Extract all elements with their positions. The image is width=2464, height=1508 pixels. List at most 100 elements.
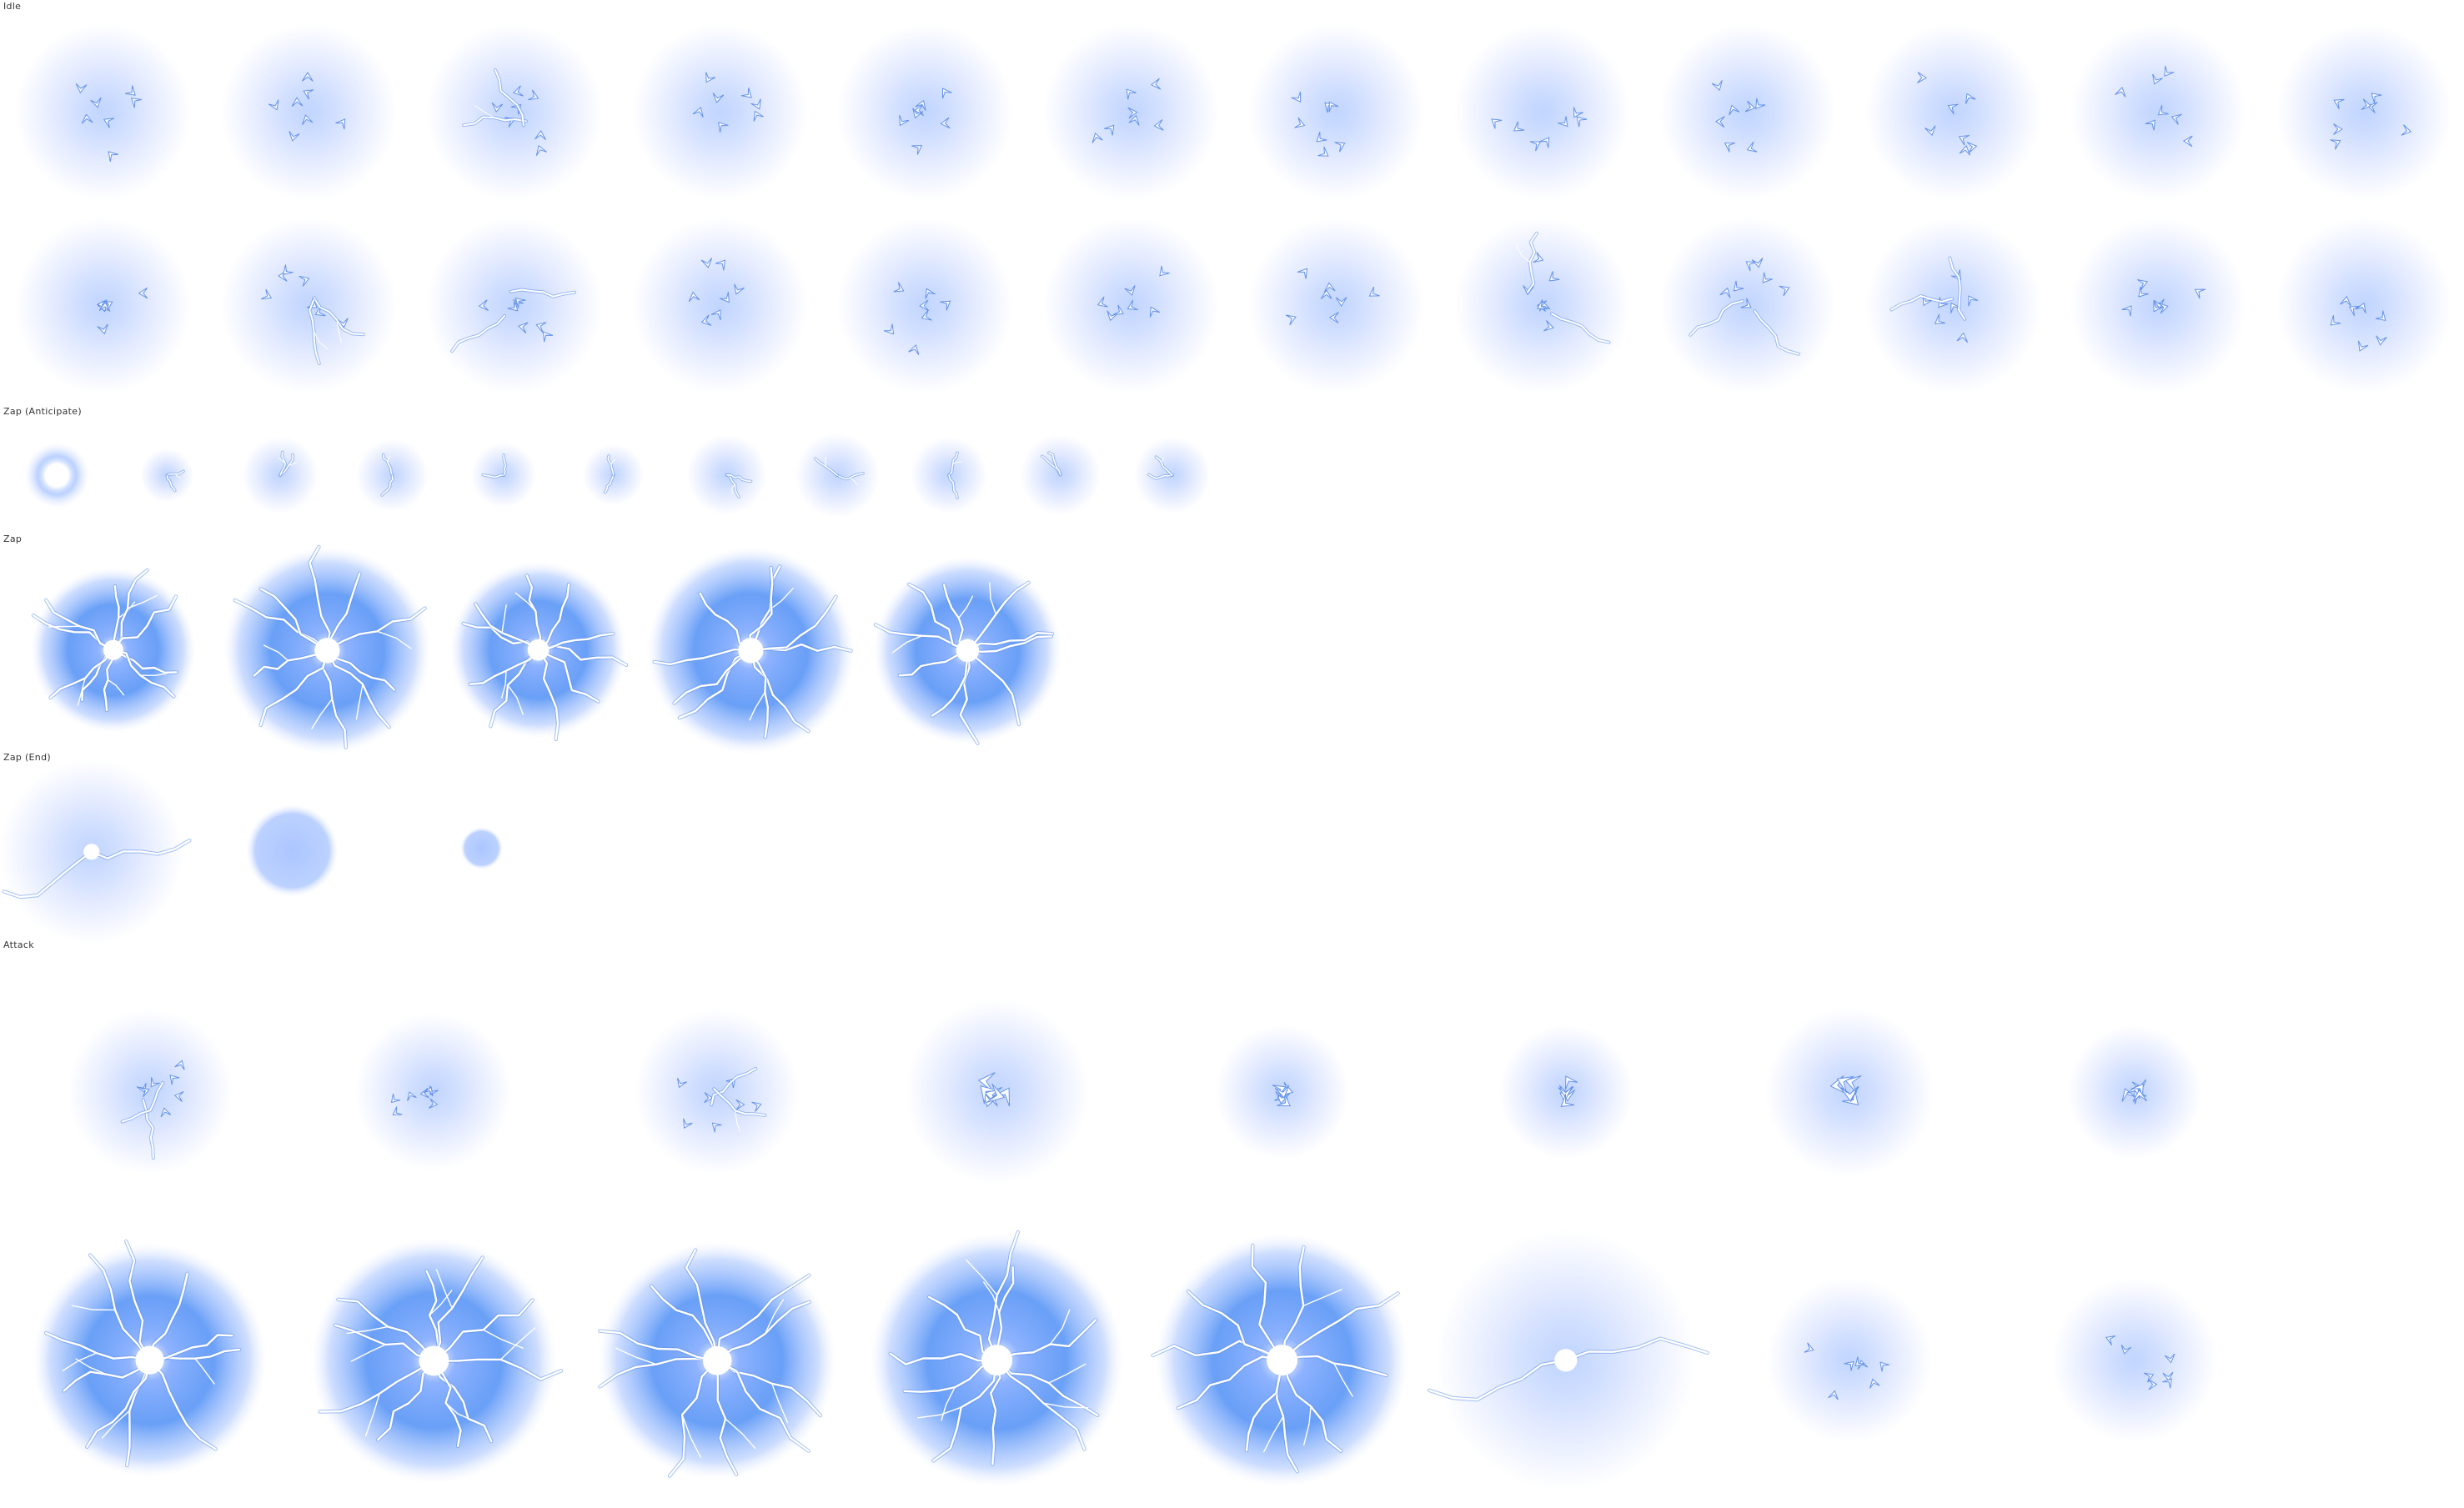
lightning-orb-icon [583,444,645,506]
lightning-orb-icon [1864,218,2042,394]
idle-frame-14 [209,206,409,405]
lightning-orb-icon [460,827,504,870]
idle-frame-22 [1854,206,2053,405]
lightning-orb-icon [242,437,319,514]
lightning-orb-icon [470,442,537,509]
attack-frame-10 [295,1222,573,1500]
label-attack: Attack [3,939,34,950]
lightning-orb-icon [68,1010,233,1175]
lightning-orb-icon [631,24,809,201]
attack-frame-6 [1490,1016,1642,1168]
idle-frame-1 [3,13,203,212]
idle-frame-11 [2059,13,2258,212]
lightning-orb-icon [635,1010,800,1175]
lightning-orb-icon [2276,24,2453,201]
zap-anticipate-frame-2 [137,445,198,506]
attack-frame-14 [1418,1213,1714,1508]
idle-frame-21 [1648,206,1847,405]
zap-end-frame-1 [0,748,196,956]
zap-anticipate-frame-10 [1015,429,1106,520]
attack-frame-3 [624,999,810,1185]
lightning-orb-icon [795,433,880,518]
lightning-orb-icon [450,562,629,742]
idle-frame-7 [1237,13,1436,212]
idle-frame-9 [1648,13,1847,212]
zap-end-frame-3 [458,824,505,872]
attack-frame-16 [2041,1267,2228,1454]
lightning-orb-icon [426,24,603,201]
zap-frame-5 [861,544,1074,757]
idle-frame-8 [1443,13,1642,212]
lightning-orb-icon [1498,1025,1633,1160]
lightning-orb-icon [871,1230,1124,1487]
lightning-orb-icon [1659,24,1836,201]
lightning-orb-icon [1659,218,1836,394]
lightning-orb-icon [686,434,768,516]
lightning-orb-icon [1042,218,1220,394]
attack-frame-8 [2059,1016,2211,1168]
idle-frame-13 [3,206,203,405]
lightning-orb-icon [911,437,987,514]
idle-frame-17 [826,206,1025,405]
lightning-orb-icon [1248,24,1425,201]
lightning-orb-icon [1248,218,1425,394]
lightning-orb-icon [873,556,1061,745]
lightning-orb-icon [1453,24,1631,201]
zap-anticipate-frame-3 [237,432,324,519]
attack-frame-4 [893,988,1102,1196]
label-idle: Idle [3,1,22,12]
lightning-orb-icon [1134,437,1211,514]
attack-frame-12 [854,1217,1140,1503]
lightning-orb-icon [597,1241,836,1480]
attack-frame-7 [1754,997,1945,1188]
lightning-orb-icon [1767,1278,1932,1443]
lightning-orb-icon [15,218,192,394]
lightning-orb-icon [2276,218,2453,394]
attack-frame-9 [18,1228,282,1492]
idle-frame-6 [1031,13,1231,212]
idle-frame-2 [209,13,409,212]
lightning-orb-icon [1215,1025,1350,1160]
zap-anticipate-frame-9 [906,432,992,519]
lightning-orb-icon [1042,24,1220,201]
lightning-orb-icon [2070,218,2247,394]
zap-anticipate-frame-8 [790,428,885,523]
lightning-orb-icon [245,804,339,897]
idle-frame-5 [826,13,1025,212]
lightning-orb-icon [223,544,431,754]
lightning-orb-icon [33,1240,268,1478]
lightning-orb-icon [15,24,192,201]
lightning-orb-icon [354,1013,513,1171]
zap-frame-1 [20,557,207,744]
idle-frame-18 [1031,206,1231,405]
idle-frame-23 [2059,206,2258,405]
idle-frame-15 [414,206,614,405]
attack-frame-1 [57,999,243,1185]
lightning-orb-icon [355,438,429,512]
lightning-orb-icon [2070,24,2247,201]
zap-end-frame-2 [240,799,344,903]
lightning-orb-icon [0,759,192,944]
attack-frame-15 [1756,1267,1943,1454]
lightning-orb-icon [2052,1278,2217,1443]
lightning-orb-icon [837,24,1014,201]
lightning-orb-icon [1020,434,1102,516]
zap-frame-3 [439,550,638,749]
attack-frame-5 [1207,1016,1358,1168]
lightning-orb-icon [1428,1230,1709,1491]
lightning-orb-icon [1453,218,1631,394]
lightning-orb-icon [837,218,1014,394]
idle-frame-12 [2265,13,2464,212]
lightning-orb-icon [310,1237,563,1484]
lightning-orb-icon [631,218,809,394]
lightning-orb-icon [139,448,194,503]
label-zap-anticipate: Zap (Anticipate) [3,406,82,417]
lightning-orb-icon [1864,24,2042,201]
attack-frame-13 [1139,1217,1425,1503]
lightning-orb-icon [31,568,196,733]
lightning-orb-icon [220,24,398,201]
idle-frame-19 [1237,206,1436,405]
idle-frame-4 [620,13,820,212]
idle-frame-10 [1854,13,2053,212]
lightning-orb-icon [1151,1234,1409,1487]
